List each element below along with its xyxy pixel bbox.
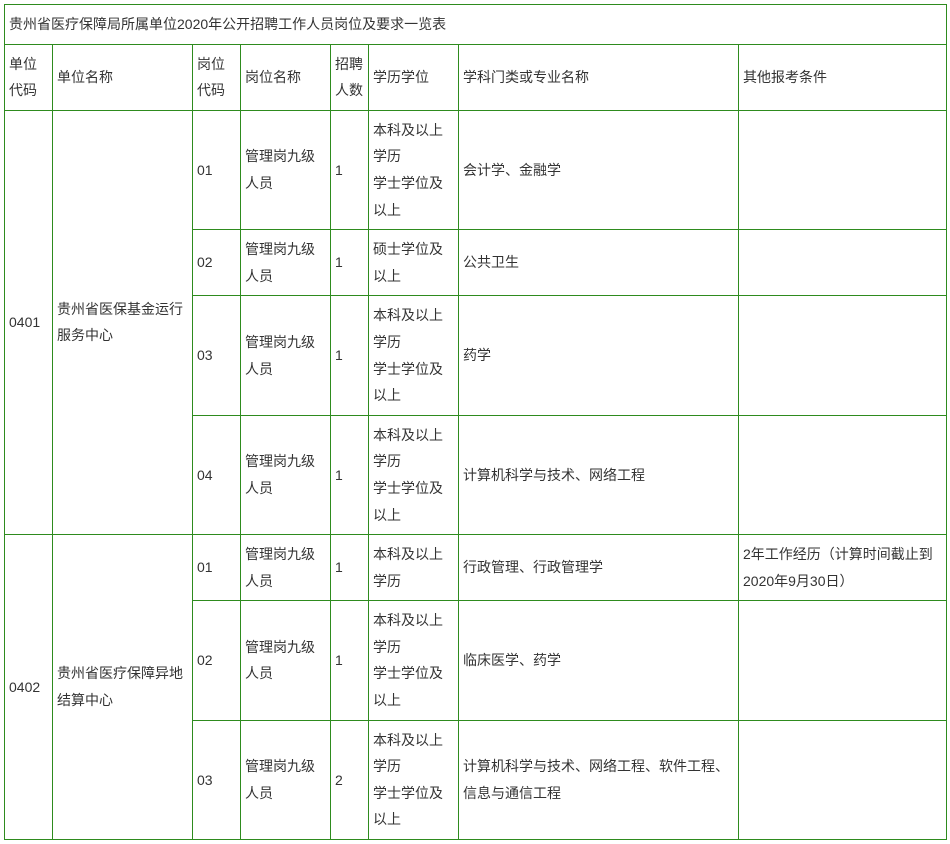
position-name: 管理岗九级人员 (241, 110, 331, 229)
major: 临床医学、药学 (459, 601, 739, 720)
table-title: 贵州省医疗保障局所属单位2020年公开招聘工作人员岗位及要求一览表 (5, 5, 947, 45)
education: 本科及以上学历学士学位及以上 (369, 601, 459, 720)
recruit-count: 1 (331, 230, 369, 296)
major: 行政管理、行政管理学 (459, 535, 739, 601)
major: 公共卫生 (459, 230, 739, 296)
major: 计算机科学与技术、网络工程、软件工程、信息与通信工程 (459, 720, 739, 839)
column-header: 其他报考条件 (739, 44, 947, 110)
education: 本科及以上学历 (369, 535, 459, 601)
column-header: 学历学位 (369, 44, 459, 110)
other-requirement (739, 415, 947, 534)
position-name: 管理岗九级人员 (241, 296, 331, 415)
major: 会计学、金融学 (459, 110, 739, 229)
other-requirement (739, 296, 947, 415)
position-name: 管理岗九级人员 (241, 535, 331, 601)
recruit-count: 1 (331, 296, 369, 415)
table-body: 贵州省医疗保障局所属单位2020年公开招聘工作人员岗位及要求一览表单位代码单位名… (5, 5, 947, 840)
position-code: 02 (193, 230, 241, 296)
education: 本科及以上学历学士学位及以上 (369, 296, 459, 415)
position-code: 01 (193, 535, 241, 601)
column-header: 单位代码 (5, 44, 53, 110)
title-row: 贵州省医疗保障局所属单位2020年公开招聘工作人员岗位及要求一览表 (5, 5, 947, 45)
position-name: 管理岗九级人员 (241, 601, 331, 720)
position-name: 管理岗九级人员 (241, 720, 331, 839)
recruit-count: 1 (331, 415, 369, 534)
position-code: 02 (193, 601, 241, 720)
recruit-count: 1 (331, 110, 369, 229)
column-header: 岗位名称 (241, 44, 331, 110)
recruit-count: 1 (331, 601, 369, 720)
position-name: 管理岗九级人员 (241, 230, 331, 296)
table-row: 0401贵州省医保基金运行服务中心01管理岗九级人员1本科及以上学历学士学位及以… (5, 110, 947, 229)
other-requirement: 2年工作经历（计算时间截止到2020年9月30日） (739, 535, 947, 601)
education: 本科及以上学历学士学位及以上 (369, 415, 459, 534)
position-name: 管理岗九级人员 (241, 415, 331, 534)
column-header: 单位名称 (53, 44, 193, 110)
table-row: 0402贵州省医疗保障异地结算中心01管理岗九级人员1本科及以上学历行政管理、行… (5, 535, 947, 601)
column-header: 岗位代码 (193, 44, 241, 110)
unit-code: 0401 (5, 110, 53, 534)
recruit-count: 2 (331, 720, 369, 839)
major: 计算机科学与技术、网络工程 (459, 415, 739, 534)
unit-code: 0402 (5, 535, 53, 840)
header-row: 单位代码单位名称岗位代码岗位名称招聘人数学历学位学科门类或专业名称其他报考条件 (5, 44, 947, 110)
other-requirement (739, 110, 947, 229)
education: 本科及以上学历学士学位及以上 (369, 720, 459, 839)
recruit-count: 1 (331, 535, 369, 601)
position-code: 04 (193, 415, 241, 534)
major: 药学 (459, 296, 739, 415)
other-requirement (739, 720, 947, 839)
recruitment-table: 贵州省医疗保障局所属单位2020年公开招聘工作人员岗位及要求一览表单位代码单位名… (4, 4, 947, 840)
position-code: 03 (193, 296, 241, 415)
column-header: 学科门类或专业名称 (459, 44, 739, 110)
position-code: 01 (193, 110, 241, 229)
other-requirement (739, 601, 947, 720)
column-header: 招聘人数 (331, 44, 369, 110)
unit-name: 贵州省医保基金运行服务中心 (53, 110, 193, 534)
unit-name: 贵州省医疗保障异地结算中心 (53, 535, 193, 840)
education: 硕士学位及以上 (369, 230, 459, 296)
position-code: 03 (193, 720, 241, 839)
other-requirement (739, 230, 947, 296)
education: 本科及以上学历学士学位及以上 (369, 110, 459, 229)
